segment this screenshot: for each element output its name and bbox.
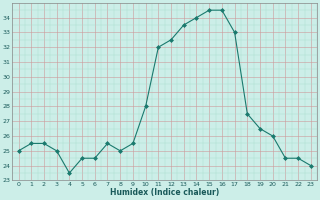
X-axis label: Humidex (Indice chaleur): Humidex (Indice chaleur) [110,188,219,197]
